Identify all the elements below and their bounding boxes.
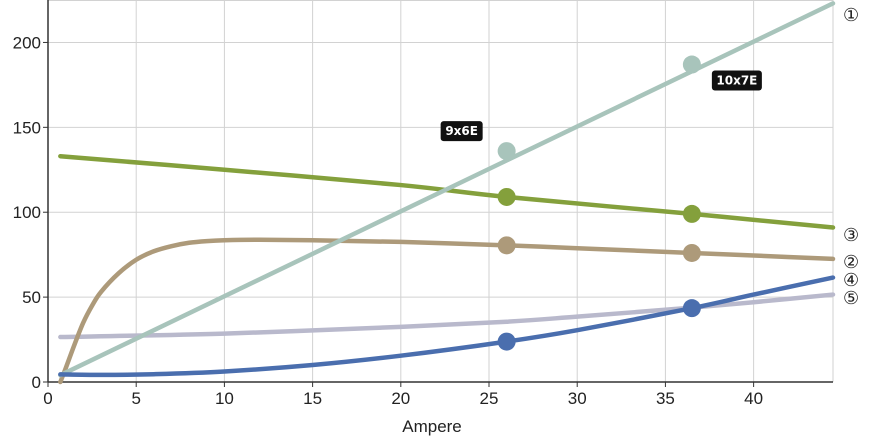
x-tick-label: 0 — [43, 389, 52, 408]
series-label-5: ⑤ — [843, 288, 859, 309]
series-marker-1 — [497, 142, 516, 161]
x-tick-label: 15 — [303, 389, 322, 408]
y-tick-label: 150 — [13, 118, 41, 137]
y-tick-label: 0 — [32, 373, 41, 392]
x-axis-title: Ampere — [402, 417, 462, 436]
x-tick-label: 10 — [215, 389, 234, 408]
series-label-3: ③ — [843, 225, 859, 246]
y-tick-label: 200 — [13, 33, 41, 52]
series-line-5 — [58, 292, 836, 340]
series-layer — [58, 1, 836, 385]
callout-layer: 9x6E 10x7E — [440, 70, 762, 142]
callout-label: 10x7E — [716, 74, 757, 88]
x-tick-label: 40 — [744, 389, 763, 408]
marker-layer — [497, 55, 701, 351]
x-tick-label: 20 — [391, 389, 410, 408]
series-label-4: ④ — [843, 270, 859, 291]
series-marker-3 — [497, 187, 516, 206]
series-line-2 — [58, 237, 836, 385]
axes: 0 5 10 15 20 25 30 35 40 0 50 100 150 200 — [13, 0, 833, 408]
series-label-1: ① — [843, 5, 859, 26]
callout-box — [440, 121, 483, 142]
series-line-4 — [58, 275, 836, 378]
series-label-layer: ① ② ③ ④⑤ — [843, 5, 859, 309]
series-marker-3 — [682, 204, 701, 223]
series-marker-2 — [497, 236, 516, 255]
x-tick-label: 35 — [656, 389, 675, 408]
x-tick-label: 30 — [568, 389, 587, 408]
y-tick-label: 50 — [22, 288, 41, 307]
series-line-1 — [58, 1, 836, 378]
callout-box — [711, 70, 762, 91]
series-marker-2 — [682, 243, 701, 262]
x-tick-label: 25 — [480, 389, 499, 408]
y-tick-label: 100 — [13, 203, 41, 222]
grid-lines — [48, 0, 834, 382]
series-label-2: ② — [843, 252, 859, 273]
series-marker-4 — [497, 332, 516, 351]
callout-label: 9x6E — [445, 124, 478, 138]
series-marker-1 — [682, 55, 701, 74]
x-tick-label: 5 — [131, 389, 140, 408]
series-marker-4 — [682, 299, 701, 318]
